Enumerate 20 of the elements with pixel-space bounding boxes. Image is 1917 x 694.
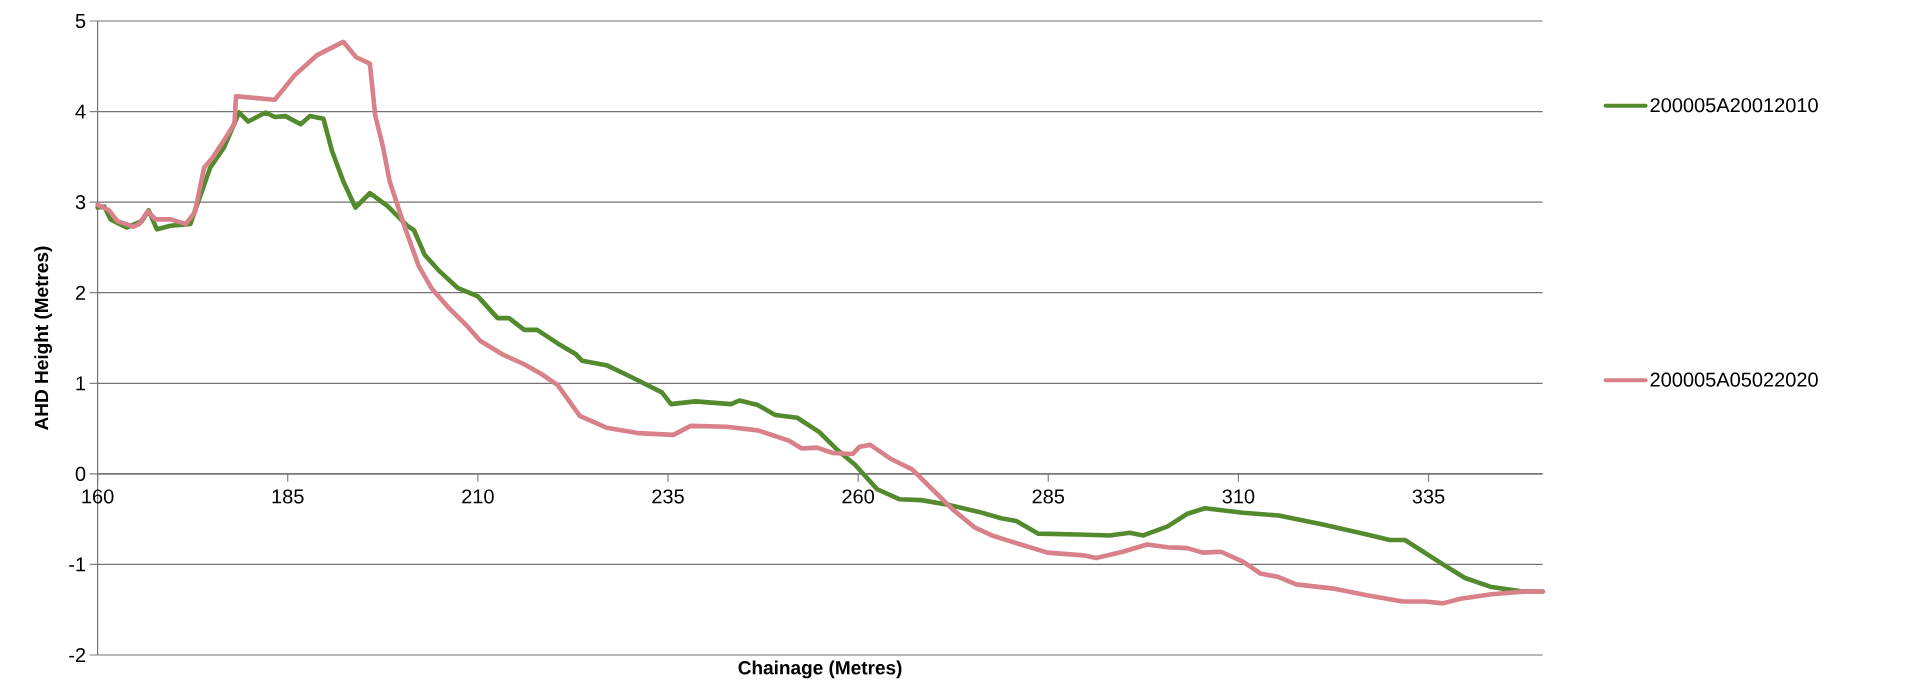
y-tick-label: 4 [75, 104, 86, 119]
legend-label: 200005A05022020 [1650, 372, 1818, 387]
x-tick-label: 285 [1032, 489, 1065, 504]
x-tick-label: 310 [1222, 489, 1255, 504]
x-tick-label: 185 [272, 489, 304, 504]
y-tick-label: 5 [75, 14, 86, 28]
y-tick-label: 0 [75, 466, 86, 481]
y-tick-label: 2 [75, 285, 86, 300]
y-tick-label: -2 [69, 648, 86, 662]
legend-label: 200005A20012010 [1650, 98, 1818, 113]
y-tick-label: 1 [76, 376, 86, 391]
x-tick-label: 335 [1412, 489, 1445, 504]
y-axis-title: AHD Height (Metres) [34, 246, 53, 430]
x-tick-label: 210 [462, 489, 494, 504]
y-tick-label: 3 [75, 195, 86, 210]
x-tick-label: 235 [652, 489, 684, 504]
x-axis-title: Chainage (Metres) [738, 660, 902, 679]
x-tick-label: 160 [82, 489, 114, 504]
y-tick-label: -1 [69, 557, 86, 572]
x-tick-label: 260 [842, 489, 875, 504]
